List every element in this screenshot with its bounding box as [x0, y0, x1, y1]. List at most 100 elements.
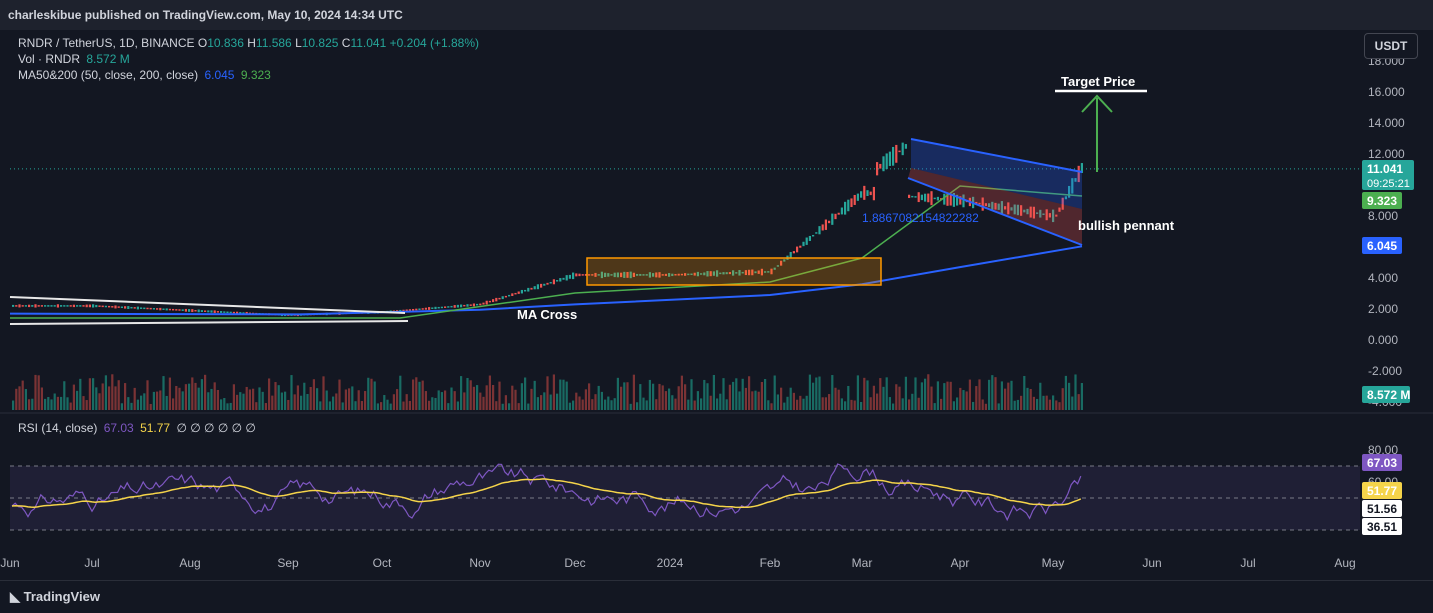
volume-bar — [1080, 383, 1083, 410]
candle — [200, 310, 203, 313]
candle — [748, 269, 751, 276]
volume-bar — [415, 377, 418, 410]
volume-bar — [412, 379, 415, 410]
chart-area[interactable] — [0, 30, 1433, 580]
volume-bar — [319, 401, 322, 410]
volume-bar — [376, 403, 379, 410]
volume-bar — [264, 403, 267, 410]
ma-label[interactable]: MA50&200 (50, close, 200, close) — [18, 68, 199, 82]
volume-bar — [751, 391, 754, 410]
candle — [604, 272, 607, 278]
volume-bar — [1020, 395, 1023, 410]
volume-bar — [597, 385, 600, 410]
candle — [63, 305, 66, 307]
volume-bar — [805, 395, 808, 410]
volume-bar — [549, 394, 552, 410]
volume-bar — [402, 401, 405, 410]
volume-bar — [1071, 396, 1074, 410]
candle — [620, 272, 623, 278]
volume-bar — [1026, 387, 1029, 410]
volume-bar — [629, 403, 632, 410]
candle — [773, 267, 776, 270]
candle — [613, 272, 616, 278]
candle — [895, 144, 898, 163]
price-chart-svg[interactable]: 18.00016.00014.00012.00010.0008.0006.000… — [0, 0, 1433, 580]
volume-bar — [178, 387, 181, 410]
candle — [543, 283, 546, 286]
volume-bar — [540, 395, 543, 410]
currency-button[interactable]: USDT — [1364, 33, 1418, 59]
rsi-tag: 51.56 — [1367, 502, 1397, 516]
time-axis-tick: Sep — [277, 556, 299, 570]
volume-bar — [348, 388, 351, 410]
volume-bar — [991, 375, 994, 410]
candle — [143, 307, 146, 310]
candle — [1077, 165, 1080, 183]
volume-bar — [949, 381, 952, 410]
candle — [204, 310, 207, 312]
candle — [690, 273, 693, 276]
volume-bar — [994, 377, 997, 410]
candle — [226, 311, 229, 314]
volume-bar — [776, 394, 779, 410]
volume-bar — [671, 395, 674, 410]
candle — [72, 304, 75, 308]
candle — [66, 305, 69, 307]
candle — [680, 273, 683, 276]
volume-bar — [962, 390, 965, 410]
volume-bar — [738, 391, 741, 410]
legend-symbol-row: RNDR / TetherUS, 1D, BINANCE O10.836 H11… — [18, 36, 479, 50]
volume-bar — [440, 392, 443, 410]
legend-ma-row: MA50&200 (50, close, 200, close) 6.045 9… — [18, 68, 271, 82]
volume-bar — [988, 379, 991, 410]
candle — [578, 273, 581, 277]
volume-bar — [197, 387, 200, 410]
volume-bar — [140, 395, 143, 410]
volume-bar — [578, 396, 581, 410]
volume-bar — [808, 374, 811, 410]
candle — [1055, 214, 1058, 217]
candle — [629, 271, 632, 279]
candle — [504, 295, 507, 298]
volume-bar — [898, 386, 901, 410]
volume-bar — [706, 383, 709, 410]
candle — [431, 307, 434, 309]
candle — [834, 213, 837, 220]
rsi-label[interactable]: RSI (14, close) — [18, 421, 98, 435]
volume-bar — [229, 402, 232, 410]
volume-bar — [312, 379, 315, 410]
candle — [168, 308, 171, 311]
symbol-label[interactable]: RNDR / TetherUS, 1D, BINANCE — [18, 36, 195, 50]
volume-bar — [444, 390, 447, 410]
candle — [837, 212, 840, 215]
candle — [898, 150, 901, 153]
candle — [764, 271, 767, 273]
candle — [82, 305, 85, 307]
candle — [780, 260, 783, 266]
candle — [488, 300, 491, 303]
volume-bar — [508, 403, 511, 410]
candle — [671, 273, 674, 277]
candle — [911, 195, 914, 198]
candle — [108, 305, 111, 308]
candle — [546, 282, 549, 285]
volume-bar — [498, 381, 501, 410]
ma-cross-annotation: MA Cross — [517, 307, 577, 322]
candle — [60, 305, 63, 307]
candle — [511, 293, 514, 297]
volume-bar — [981, 399, 984, 410]
price-axis-tick: 4.000 — [1368, 271, 1398, 285]
candle — [399, 309, 402, 312]
candle — [53, 305, 56, 307]
volume-bar — [623, 382, 626, 410]
volume-bar — [1058, 402, 1061, 410]
candle — [568, 274, 571, 279]
volume-label[interactable]: Vol · RNDR — [18, 52, 81, 66]
candle — [796, 246, 799, 253]
volume-bar — [456, 401, 459, 410]
candle — [162, 308, 165, 310]
volume-bar — [684, 384, 687, 410]
candle — [1048, 213, 1051, 218]
volume-bar — [216, 389, 219, 410]
candle — [978, 202, 981, 205]
